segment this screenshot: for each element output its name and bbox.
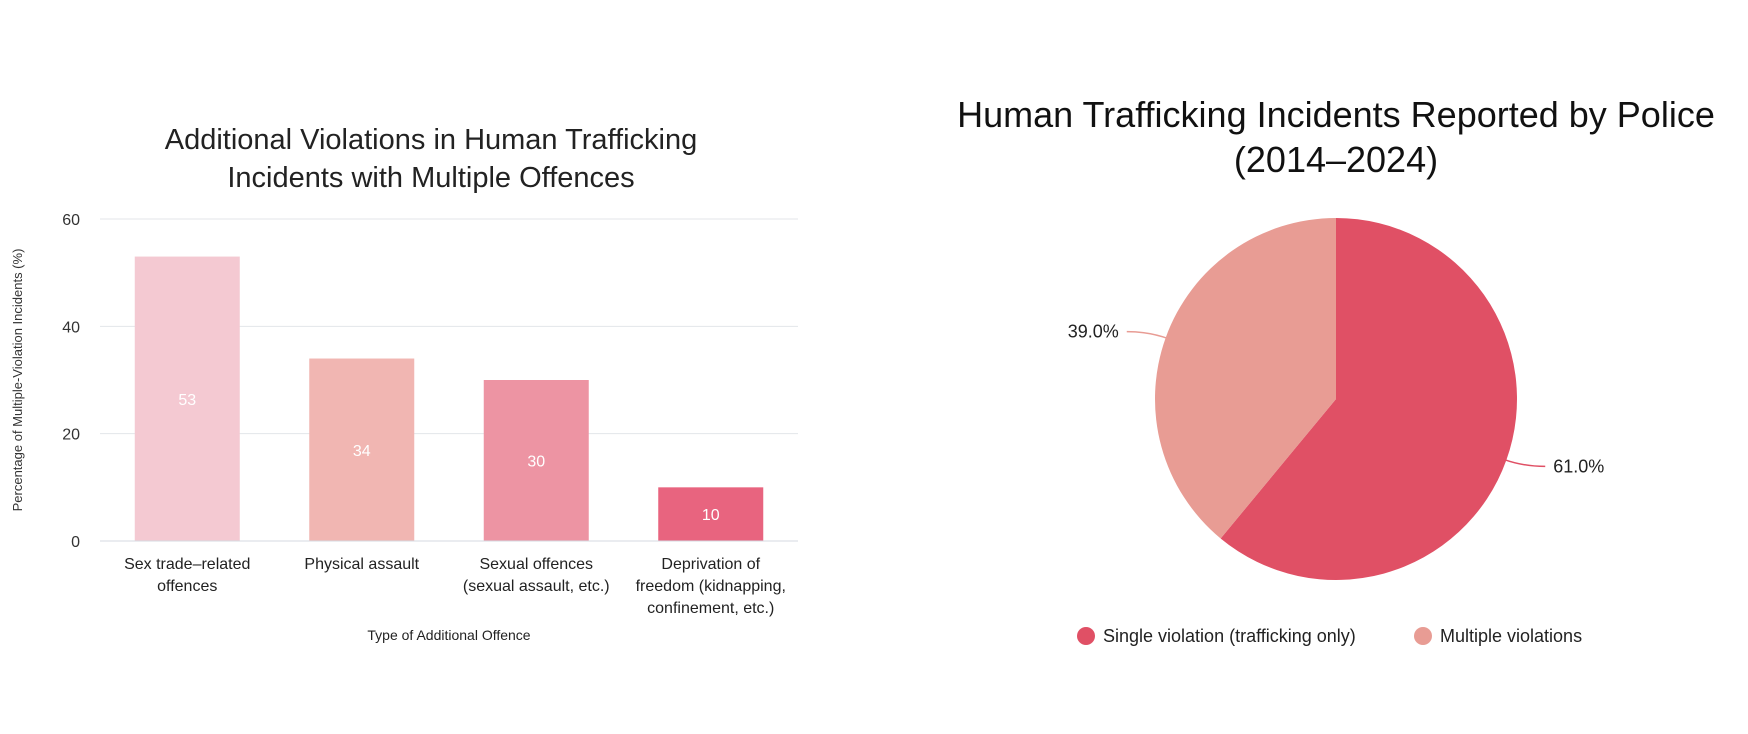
bar-chart: Additional Violations in Human Trafficki… — [10, 124, 798, 643]
y-tick-label: 20 — [62, 427, 80, 444]
pie-slice — [1155, 218, 1336, 539]
x-tick-label: Deprivation of — [661, 556, 760, 573]
x-tick-label: (sexual assault, etc.) — [463, 578, 610, 595]
bar-data-label: 10 — [702, 507, 720, 524]
legend-label: Multiple violations — [1440, 626, 1582, 646]
x-tick-label: confinement, etc.) — [647, 600, 774, 617]
y-tick-label: 0 — [71, 534, 80, 551]
pie-slice — [1220, 218, 1517, 580]
pie-leader-line — [1126, 330, 1169, 340]
bar — [134, 256, 240, 541]
legend-marker — [1077, 627, 1095, 645]
y-axis-label: Percentage of Multiple-Violation Inciden… — [10, 249, 25, 512]
x-tick-label: Sexual offences — [479, 556, 593, 573]
x-tick-label: Physical assault — [304, 556, 419, 573]
y-tick-label: 60 — [62, 212, 80, 229]
y-tick-label: 40 — [62, 319, 80, 336]
pie-chart: Human Trafficking Incidents Reported by … — [957, 94, 1715, 646]
chart-title-line: Additional Violations in Human Trafficki… — [165, 124, 698, 156]
pie-data-label: 39.0% — [1068, 322, 1119, 342]
pie-data-label: 61.0% — [1553, 456, 1604, 476]
legend-marker — [1414, 627, 1432, 645]
chart-title-line: Human Trafficking Incidents Reported by … — [957, 94, 1715, 135]
bar — [483, 380, 589, 541]
x-tick-label: offences — [157, 578, 217, 595]
bar — [309, 358, 415, 541]
x-tick-label: freedom (kidnapping, — [636, 578, 786, 595]
x-axis-label: Type of Additional Offence — [367, 627, 530, 643]
bar — [658, 487, 764, 541]
chart-title-line: (2014–2024) — [1234, 139, 1438, 180]
pie-leader-line — [1503, 458, 1546, 468]
x-tick-label: Sex trade–related — [124, 556, 250, 573]
bar-data-label: 30 — [527, 454, 545, 471]
legend-label: Single violation (trafficking only) — [1103, 626, 1356, 646]
bar-data-label: 34 — [353, 443, 371, 460]
bar-data-label: 53 — [178, 392, 196, 409]
chart-title-line: Incidents with Multiple Offences — [227, 162, 634, 194]
